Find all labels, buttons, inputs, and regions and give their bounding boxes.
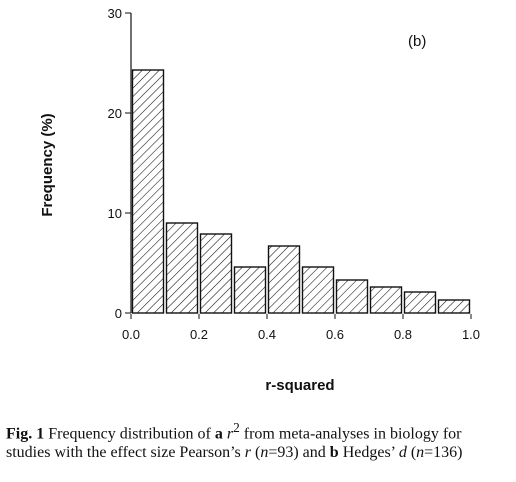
caption-r-symbol: r: [226, 425, 234, 443]
y-tick-label: 20: [108, 106, 122, 121]
caption-n-symbol: n: [416, 444, 425, 462]
x-tick-label: 1.0: [462, 327, 480, 342]
caption-panel-b: b: [329, 444, 339, 462]
x-tick-label: 0.4: [258, 327, 276, 342]
bars: [131, 69, 471, 314]
y-axis-ticks: 0 10 20 30: [108, 6, 131, 321]
x-tick-label: 0.2: [190, 327, 208, 342]
caption-text: Hedges’: [338, 444, 399, 462]
caption-text: from meta-analyses in biology for studie…: [6, 425, 462, 462]
caption-r-symbol: r: [244, 444, 251, 462]
y-tick-label: 10: [108, 206, 122, 221]
caption-text: Frequency distribution of: [44, 425, 215, 443]
caption-text: (: [406, 444, 417, 462]
bar: [233, 266, 267, 314]
caption-d-symbol: d: [398, 444, 407, 462]
y-tick-label: 0: [115, 306, 122, 321]
figure-caption: Fig. 1 Frequency distribution of a r2 fr…: [6, 418, 506, 462]
bar: [335, 279, 369, 314]
caption-text: =136): [424, 444, 463, 462]
caption-n-symbol: n: [260, 444, 269, 462]
caption-text: (: [251, 444, 261, 462]
x-tick-label: 0.0: [122, 327, 140, 342]
y-tick-label: 30: [108, 6, 122, 21]
bar: [369, 286, 403, 314]
caption-panel-a: a: [214, 425, 223, 443]
y-axis-title: Frequency (%): [39, 113, 56, 216]
bar: [131, 69, 165, 314]
x-axis-ticks: 0.0 0.2 0.4 0.6 0.8 1.0: [122, 314, 480, 342]
panel-label: (b): [408, 33, 426, 50]
x-tick-label: 0.8: [394, 327, 412, 342]
bar: [199, 233, 233, 314]
caption-fig-label: Fig. 1: [6, 425, 45, 443]
bar: [267, 245, 301, 314]
bar: [301, 266, 335, 314]
bar: [403, 291, 437, 314]
bar: [165, 222, 199, 314]
caption-superscript: 2: [233, 420, 240, 435]
caption-text: =93) and: [268, 444, 330, 462]
x-axis-title: r-squared: [265, 377, 334, 394]
x-tick-label: 0.6: [326, 327, 344, 342]
bar-chart: 0.0 0.2 0.4 0.6 0.8 1.0 0 10 20 30 (b) r-squared…: [39, 6, 480, 394]
bar: [437, 299, 471, 314]
